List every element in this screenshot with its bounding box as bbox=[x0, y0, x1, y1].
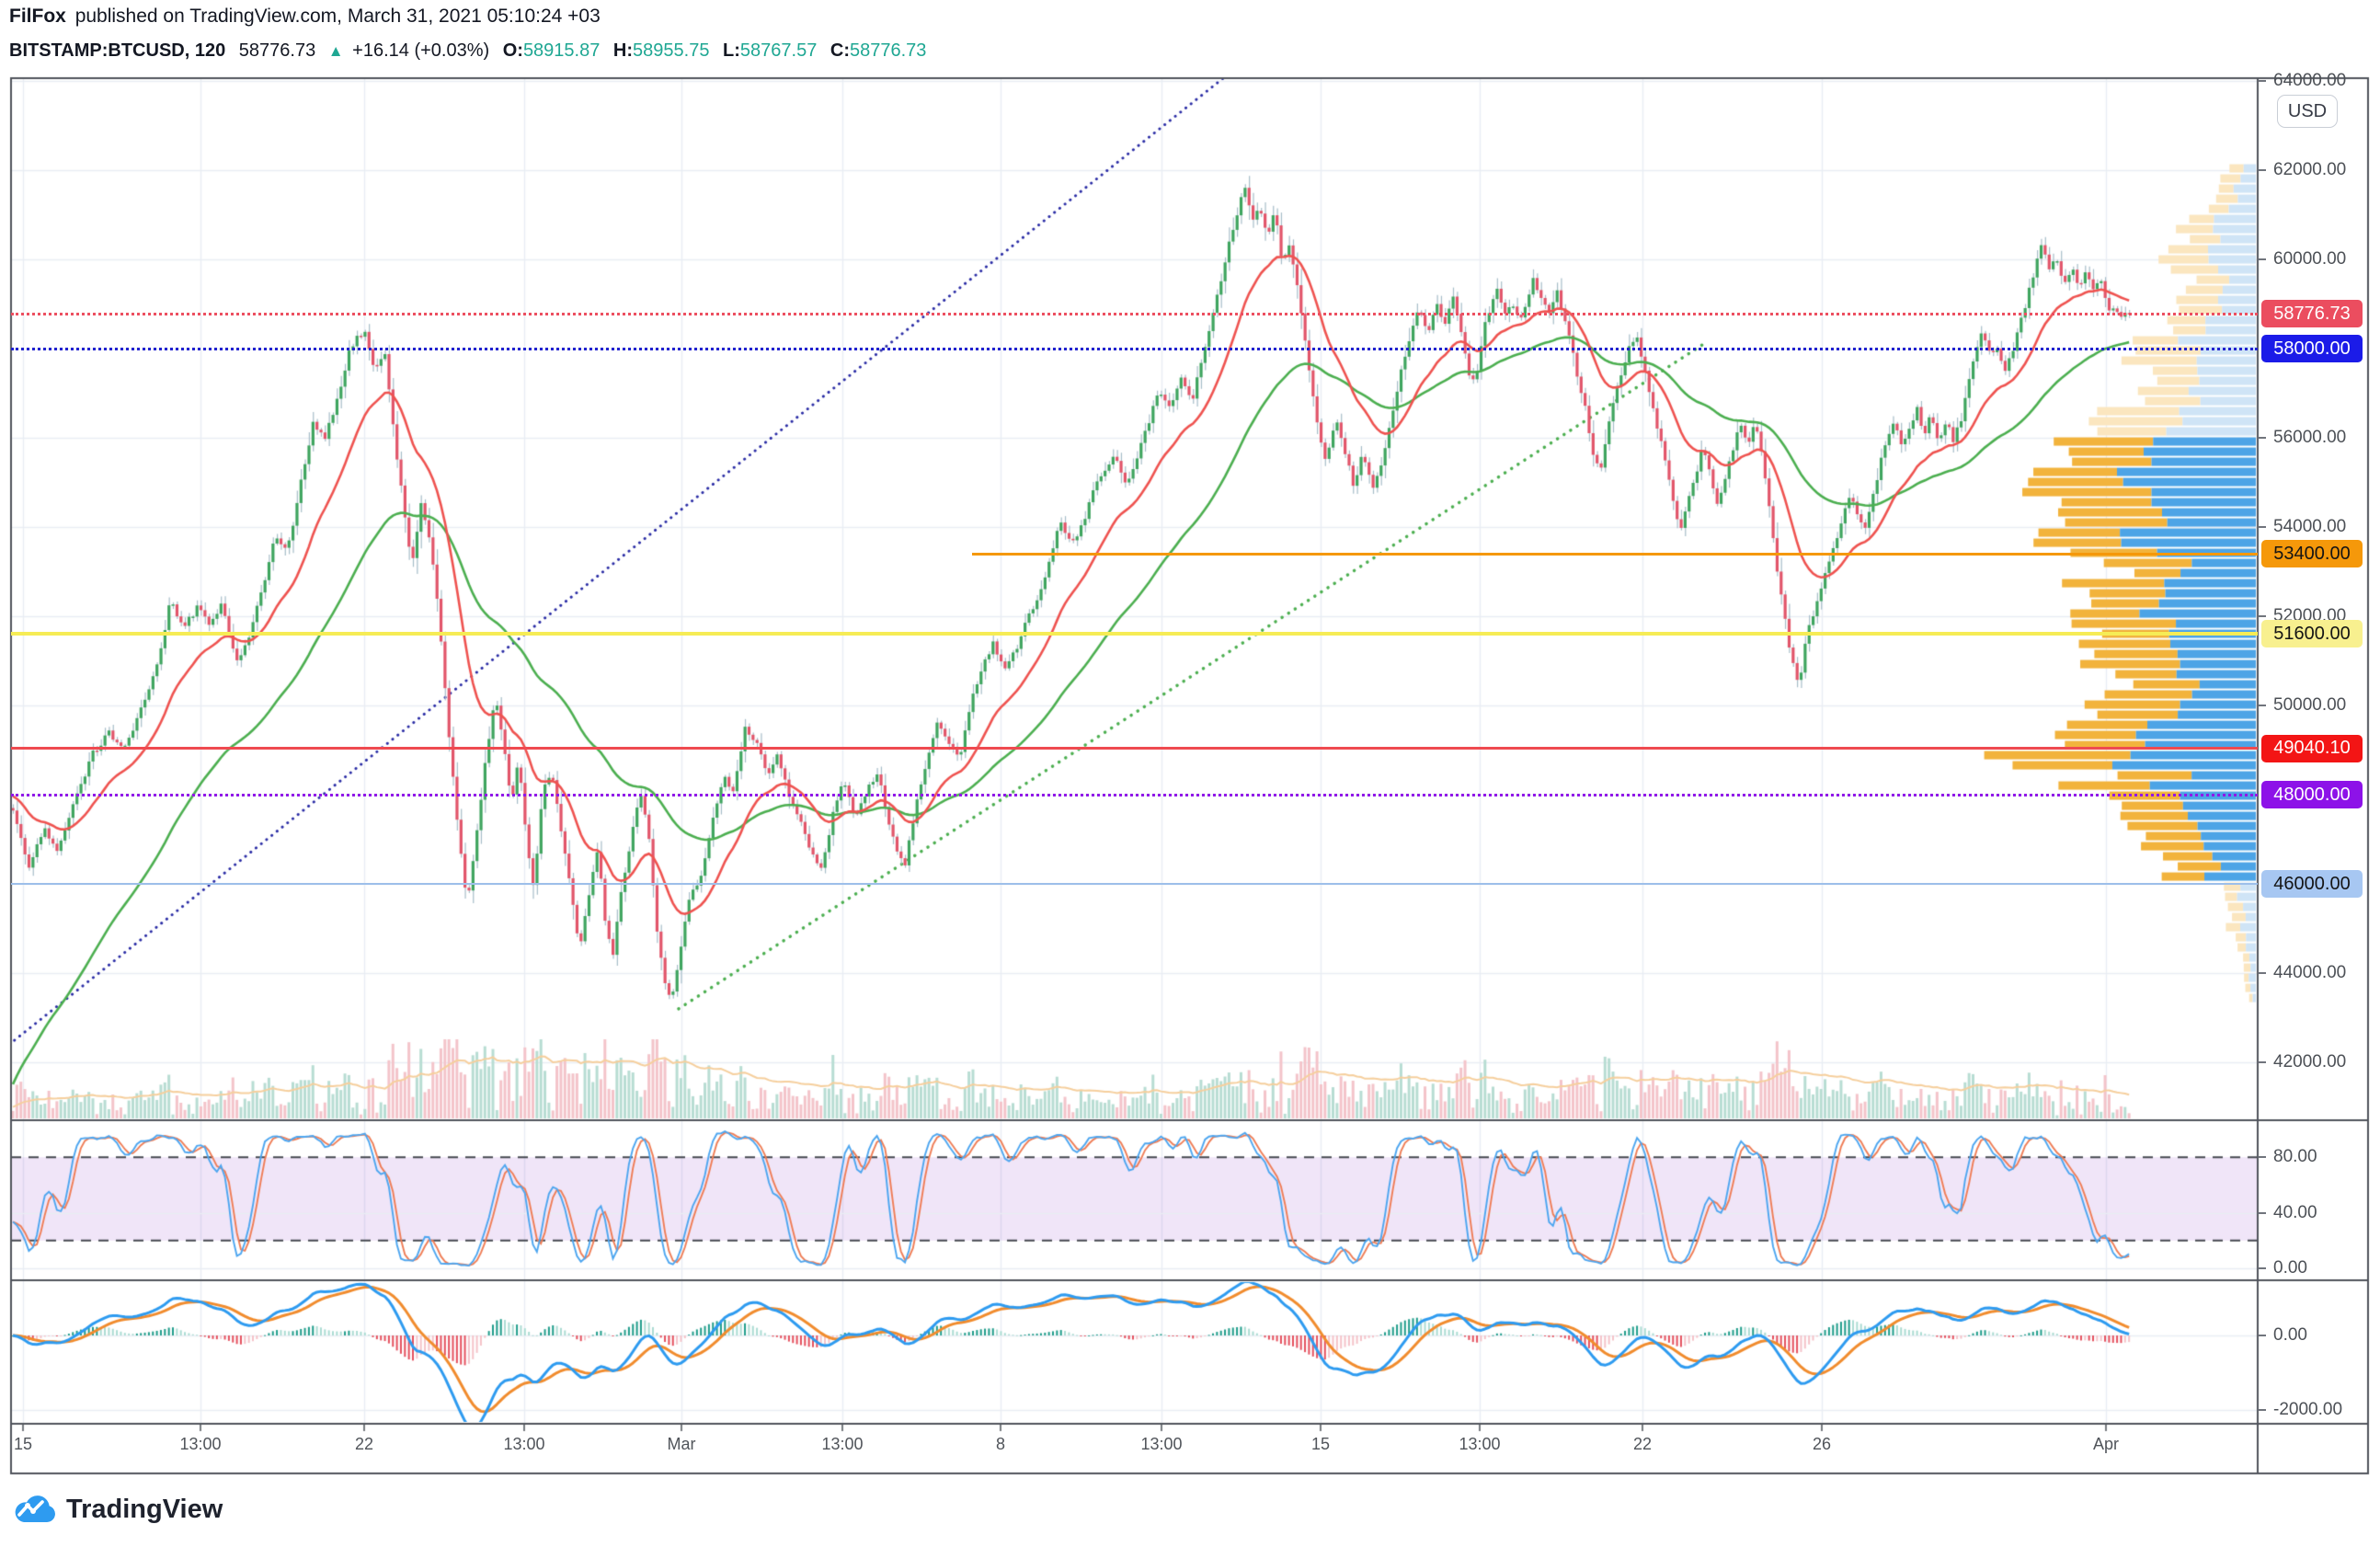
high-label: H: bbox=[612, 40, 634, 61]
tradingview-logo-text: TradingView bbox=[66, 1494, 223, 1524]
tradingview-logo[interactable]: TradingView bbox=[13, 1494, 223, 1525]
close-label: C: bbox=[830, 40, 850, 61]
up-arrow-icon: ▲ bbox=[327, 42, 344, 60]
low-value: 58767.57 bbox=[739, 40, 818, 61]
symbol-info-line: BITSTAMP:BTCUSD, 120 58776.73 ▲ +16.14 (… bbox=[9, 40, 926, 62]
high-value: 58955.75 bbox=[633, 40, 710, 61]
author-name: FilFox bbox=[9, 6, 66, 27]
last-price-value: 58776.73 bbox=[238, 40, 316, 61]
open-label: O: bbox=[502, 40, 523, 61]
price-change: +16.14 (+0.03%) bbox=[352, 40, 490, 61]
close-value: 58776.73 bbox=[850, 40, 927, 61]
symbol-title[interactable]: BITSTAMP:BTCUSD, 120 bbox=[9, 40, 226, 61]
open-value: 58915.87 bbox=[522, 40, 601, 61]
attribution-line: FilFox published on TradingView.com, Mar… bbox=[9, 6, 601, 28]
publish-info: published on TradingView.com, March 31, … bbox=[74, 6, 601, 27]
low-label: L: bbox=[723, 40, 740, 61]
currency-toggle-button[interactable]: USD bbox=[2277, 95, 2338, 128]
tradingview-cloud-icon bbox=[15, 1495, 55, 1522]
